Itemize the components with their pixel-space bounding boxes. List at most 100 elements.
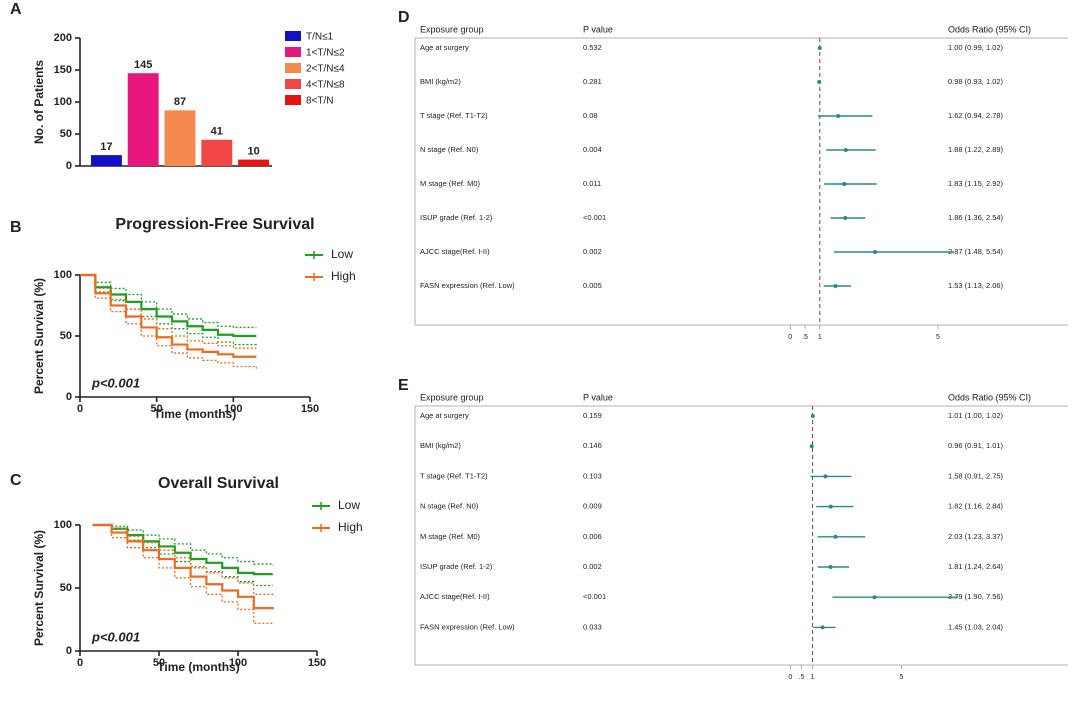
- x-tick-label: 1: [811, 674, 815, 681]
- odds-ratio-point: [833, 284, 838, 288]
- row-label: T stage (Ref. T1-T2): [420, 471, 488, 480]
- p-value: 0.033: [583, 622, 602, 631]
- ci-label: 1.45 (1.03, 2.04): [948, 622, 1004, 631]
- row-label: AJCC stage(Ref. I-II): [420, 247, 490, 256]
- x-tick-label: .5: [802, 334, 808, 341]
- bar: [164, 110, 196, 166]
- p-value: 0.004: [583, 145, 602, 154]
- y-tick-label: 100: [54, 96, 72, 108]
- y-tick-label: 150: [54, 64, 72, 76]
- row-label: T stage (Ref. T1-T2): [420, 111, 488, 120]
- bar: [238, 159, 270, 166]
- p-value: <0.001: [583, 213, 606, 222]
- p-value: 0.006: [583, 532, 602, 541]
- y-axis-label: No. of Patients: [32, 60, 46, 144]
- row-label: Age at surgery: [420, 43, 469, 52]
- ci-label: 1.86 (1.36, 2.54): [948, 213, 1004, 222]
- ci-label: 1.83 (1.15, 2.92): [948, 179, 1004, 188]
- odds-ratio-point: [873, 250, 878, 254]
- ci-line: [92, 524, 273, 587]
- bar: [90, 155, 122, 166]
- p-value: 0.159: [583, 411, 602, 420]
- y-tick-label: 50: [60, 582, 72, 594]
- odds-ratio-point: [823, 474, 828, 479]
- row-label: M stage (Ref. M0): [420, 179, 481, 188]
- value-label: 87: [174, 96, 186, 108]
- survival-line: [80, 273, 257, 358]
- survival-line: [80, 273, 257, 338]
- x-axis-label: Time (months): [157, 660, 239, 674]
- value-label: 145: [134, 59, 152, 71]
- column-header: Exposure group: [420, 392, 484, 402]
- annotation: p<0.001: [91, 629, 140, 644]
- panel-letter: E: [398, 377, 409, 394]
- column-header: P value: [583, 392, 613, 402]
- p-value: 0.002: [583, 562, 602, 571]
- row-label: ISUP grade (Ref. 1-2): [420, 562, 493, 571]
- legend-label: T/N≤1: [306, 32, 334, 43]
- legend-swatch: [285, 95, 301, 105]
- row-label: M stage (Ref. M0): [420, 532, 481, 541]
- annotation: p<0.001: [91, 375, 140, 390]
- x-tick-label: 50: [153, 657, 165, 669]
- odds-ratio-point: [809, 444, 814, 449]
- y-tick-label: 0: [66, 645, 72, 657]
- ci-line: [92, 524, 274, 596]
- y-tick-label: 0: [66, 391, 72, 403]
- panel-letter: B: [10, 219, 22, 236]
- p-value: 0.532: [583, 43, 602, 52]
- p-value: 0.146: [583, 441, 602, 450]
- ci-label: 1.81 (1.24, 2.64): [948, 562, 1004, 571]
- p-value: 0.005: [583, 281, 602, 290]
- y-axis-label: Percent Survival (%): [32, 530, 46, 646]
- ci-label: 1.82 (1.16, 2.84): [948, 502, 1004, 511]
- ci-label: 2.87 (1.48, 5.54): [948, 247, 1004, 256]
- ci-label: 1.58 (0.91, 2.75): [948, 471, 1004, 480]
- x-tick-label: .5: [799, 674, 805, 681]
- legend-swatch: [285, 63, 301, 73]
- y-tick-label: 200: [54, 32, 72, 44]
- column-header: Odds Ratio (95% CI): [948, 24, 1031, 34]
- x-tick-label: 0: [77, 657, 83, 669]
- row-label: N stage (Ref. N0): [420, 502, 479, 511]
- legend-label: Low: [338, 498, 360, 512]
- ci-label: 1.00 (0.99, 1.02): [948, 43, 1004, 52]
- x-tick-label: 100: [229, 657, 247, 669]
- x-tick-label: 100: [224, 403, 242, 415]
- row-label: ISUP grade (Ref. 1-2): [420, 213, 493, 222]
- row-label: Age at surgery: [420, 411, 469, 420]
- column-header: Exposure group: [420, 24, 484, 34]
- panel-letter: A: [10, 1, 22, 18]
- legend-label: Low: [331, 247, 353, 261]
- legend-label: High: [338, 520, 363, 534]
- ci-label: 3.79 (1.90, 7.56): [948, 592, 1004, 601]
- y-tick-label: 50: [60, 128, 72, 140]
- row-label: FASN expression (Ref. Low): [420, 281, 515, 290]
- y-tick-label: 0: [66, 160, 72, 172]
- panel-letter: D: [398, 9, 410, 26]
- value-label: 10: [247, 146, 259, 158]
- ci-label: 1.88 (1.22, 2.89): [948, 145, 1004, 154]
- ci-line: [80, 274, 257, 371]
- legend-label: High: [331, 269, 356, 283]
- column-header: Odds Ratio (95% CI): [948, 392, 1031, 402]
- legend-swatch: [285, 47, 301, 57]
- value-label: 17: [100, 141, 112, 153]
- bar: [127, 73, 159, 166]
- odds-ratio-point: [817, 46, 822, 50]
- value-label: 41: [211, 126, 223, 138]
- ci-line: [92, 524, 274, 566]
- x-tick-label: 150: [308, 657, 326, 669]
- x-axis-label: Time (months): [154, 407, 236, 421]
- x-tick-label: 0: [788, 674, 792, 681]
- chart-title: Progression-Free Survival: [115, 216, 314, 233]
- row-label: N stage (Ref. N0): [420, 145, 479, 154]
- column-header: P value: [583, 24, 613, 34]
- legend-label: 4<T/N≤8: [306, 80, 345, 91]
- legend-label: 8<T/N: [306, 96, 334, 107]
- ci-label: 2.03 (1.23, 3.37): [948, 532, 1004, 541]
- ci-label: 0.96 (0.91, 1.01): [948, 441, 1004, 450]
- y-tick-label: 100: [54, 269, 72, 281]
- odds-ratio-point: [828, 504, 833, 509]
